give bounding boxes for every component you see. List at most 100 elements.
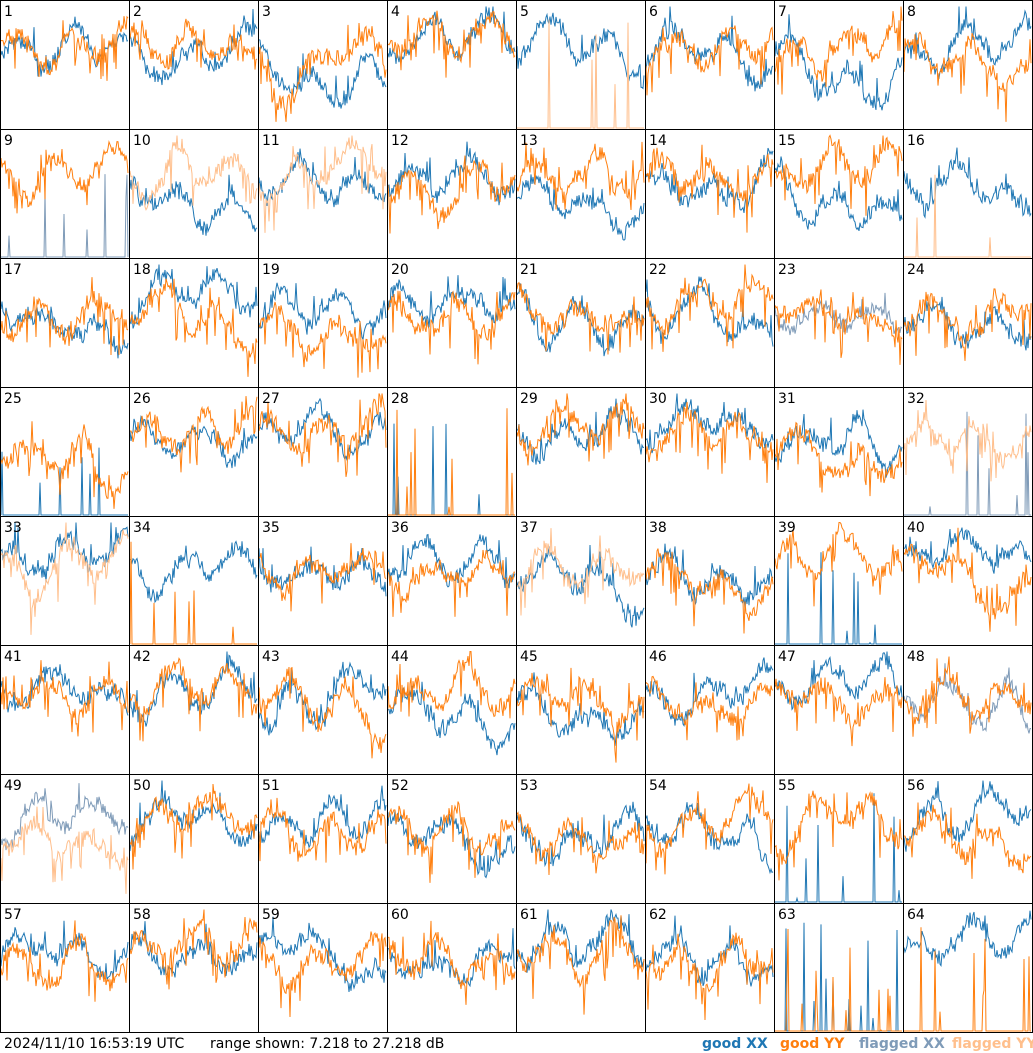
spectrum-yy — [516, 528, 645, 616]
spectrum-xx — [516, 12, 645, 90]
panel-number: 30 — [649, 391, 667, 407]
panel-number: 31 — [778, 391, 796, 407]
panel-frame — [0, 0, 130, 130]
spectrum-yy — [516, 915, 645, 1015]
panel-frame — [258, 0, 388, 130]
spectrum-xx — [645, 802, 774, 875]
panel-number: 57 — [4, 907, 22, 923]
spectrum-yy — [774, 289, 903, 365]
panel-number: 41 — [4, 649, 22, 665]
spectrum-xx — [129, 174, 258, 236]
spectrum-xx — [387, 141, 516, 206]
spectrum-xx — [387, 6, 516, 64]
spectrum-xx — [0, 447, 128, 516]
spectrum-xx — [775, 552, 902, 645]
spectrum-xx — [516, 174, 645, 241]
panel-number: 5 — [520, 4, 529, 20]
spectrum-yy — [129, 909, 258, 990]
spectrum-yy — [258, 543, 387, 612]
spectrum-yy — [258, 135, 387, 233]
spectrum-yy — [129, 657, 258, 742]
spectrum-xx — [0, 783, 129, 851]
spectrum-yy — [0, 660, 129, 737]
spectrum-yy — [0, 277, 129, 356]
spectrum-yy — [0, 806, 129, 894]
panel-number: 60 — [391, 907, 409, 923]
panel-frame — [129, 0, 259, 130]
spectrum-yy — [388, 408, 515, 516]
panel-number: 2 — [133, 4, 142, 20]
panel-number: 61 — [520, 907, 538, 923]
spectrum-xx — [903, 527, 1032, 574]
panel-number: 47 — [778, 649, 796, 665]
panel-number: 22 — [649, 262, 667, 278]
panel-frame — [774, 0, 904, 130]
spectrum-yy — [903, 399, 1032, 482]
panel-number: 17 — [4, 262, 22, 278]
panel-number: 63 — [778, 907, 796, 923]
panel-number: 53 — [520, 778, 538, 794]
spectrum-xx — [129, 8, 258, 86]
range-label: range shown: 7.218 to 27.218 dB — [210, 1036, 444, 1052]
spectrum-yy — [0, 139, 129, 214]
spectrum-yy — [517, 19, 644, 129]
panel-number: 40 — [907, 520, 925, 536]
panel-number: 24 — [907, 262, 925, 278]
spectrum-xx — [774, 409, 903, 478]
spectrum-yy — [516, 667, 645, 763]
spectrum-xx — [903, 147, 1032, 219]
spectrum-yy — [129, 278, 258, 377]
panel-number: 62 — [649, 907, 667, 923]
spectrum-xx — [645, 147, 774, 213]
spectrum-yy — [258, 22, 387, 122]
spectrum-yy — [903, 288, 1032, 361]
spectrum-yy — [903, 527, 1032, 632]
spectrum-xx — [258, 661, 387, 736]
spectrum-yy — [0, 920, 129, 1002]
panel-number: 45 — [520, 649, 538, 665]
panel-number: 12 — [391, 133, 409, 149]
panel-number: 51 — [262, 778, 280, 794]
spectrum-xx — [258, 916, 387, 992]
spectrum-xx — [258, 282, 387, 340]
spectrum-xx — [129, 540, 258, 604]
panel-number: 56 — [907, 778, 925, 794]
spectrum-xx — [774, 651, 903, 711]
panel-number: 32 — [907, 391, 925, 407]
spectrum-yy — [903, 802, 1032, 879]
panel-number: 13 — [520, 133, 538, 149]
panel-number: 37 — [520, 520, 538, 536]
spectrum-xx — [645, 657, 774, 727]
spectrum-xx — [645, 6, 774, 92]
spectrum-xx — [516, 283, 645, 357]
spectrum-yy — [774, 6, 903, 95]
spectrum-xx — [903, 6, 1032, 80]
panel-number: 50 — [133, 778, 151, 794]
spectrum-yy — [258, 797, 387, 863]
spectrum-yy — [129, 541, 257, 645]
spectrum-yy — [645, 548, 774, 634]
panel-number: 3 — [262, 4, 271, 20]
panel-number: 26 — [133, 391, 151, 407]
spectrum-yy — [645, 264, 774, 352]
spectrum-xx — [903, 780, 1032, 852]
spectrum-yy — [258, 666, 387, 759]
spectrum-yy — [774, 522, 903, 607]
spectrum-xx — [903, 910, 1032, 967]
spectrum-yy — [516, 811, 645, 876]
spectrum-xx — [129, 264, 258, 329]
panel-number: 9 — [4, 133, 13, 149]
spectrum-yy — [387, 290, 516, 365]
spectrum-yy — [129, 135, 258, 211]
panel-number: 25 — [4, 391, 22, 407]
spectrum-xx — [775, 793, 902, 903]
spectrum-yy — [774, 790, 903, 881]
panel-number: 10 — [133, 133, 151, 149]
spectrum-xx — [1, 174, 129, 258]
spectrum-xx — [645, 915, 774, 987]
panel-number: 19 — [262, 262, 280, 278]
spectrum-yy — [904, 927, 1031, 1032]
panel-number: 43 — [262, 649, 280, 665]
spectrum-yy — [775, 928, 902, 1033]
spectrum-yy — [903, 31, 1032, 122]
